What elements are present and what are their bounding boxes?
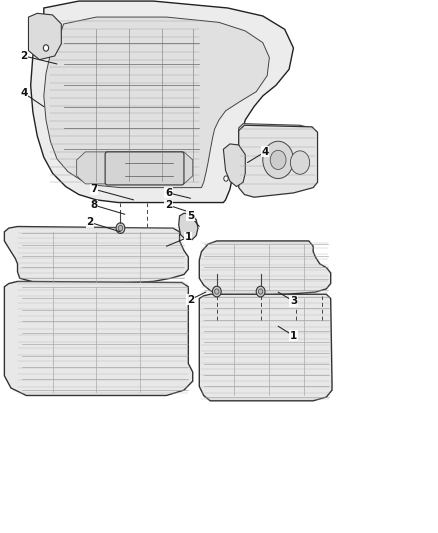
Text: 1: 1 bbox=[278, 326, 297, 341]
Text: 1: 1 bbox=[166, 232, 192, 246]
Text: 3: 3 bbox=[278, 292, 297, 306]
Text: 6: 6 bbox=[165, 188, 191, 198]
Polygon shape bbox=[77, 152, 193, 184]
Circle shape bbox=[116, 223, 125, 233]
Circle shape bbox=[258, 289, 263, 294]
Polygon shape bbox=[239, 125, 318, 197]
Circle shape bbox=[290, 151, 310, 174]
Circle shape bbox=[263, 141, 293, 179]
Polygon shape bbox=[4, 281, 193, 395]
Polygon shape bbox=[44, 17, 269, 188]
Text: 2: 2 bbox=[86, 217, 120, 232]
Polygon shape bbox=[223, 144, 245, 187]
Polygon shape bbox=[199, 241, 331, 296]
Text: 2: 2 bbox=[165, 200, 193, 213]
Polygon shape bbox=[28, 13, 61, 60]
Polygon shape bbox=[31, 1, 293, 203]
Circle shape bbox=[43, 45, 49, 51]
Circle shape bbox=[270, 150, 286, 169]
Circle shape bbox=[215, 289, 219, 294]
Circle shape bbox=[212, 286, 221, 297]
Text: 8: 8 bbox=[91, 200, 125, 214]
Text: 2: 2 bbox=[187, 292, 206, 304]
Text: 7: 7 bbox=[91, 184, 134, 200]
Polygon shape bbox=[4, 227, 188, 285]
Text: 2: 2 bbox=[21, 51, 57, 64]
Circle shape bbox=[224, 176, 228, 181]
Text: 4: 4 bbox=[247, 147, 268, 163]
Text: 5: 5 bbox=[187, 211, 199, 227]
Circle shape bbox=[256, 286, 265, 297]
Polygon shape bbox=[239, 124, 315, 188]
Circle shape bbox=[118, 225, 123, 231]
Text: 4: 4 bbox=[21, 88, 44, 107]
Polygon shape bbox=[179, 213, 198, 240]
Polygon shape bbox=[199, 294, 332, 401]
FancyBboxPatch shape bbox=[105, 152, 184, 185]
